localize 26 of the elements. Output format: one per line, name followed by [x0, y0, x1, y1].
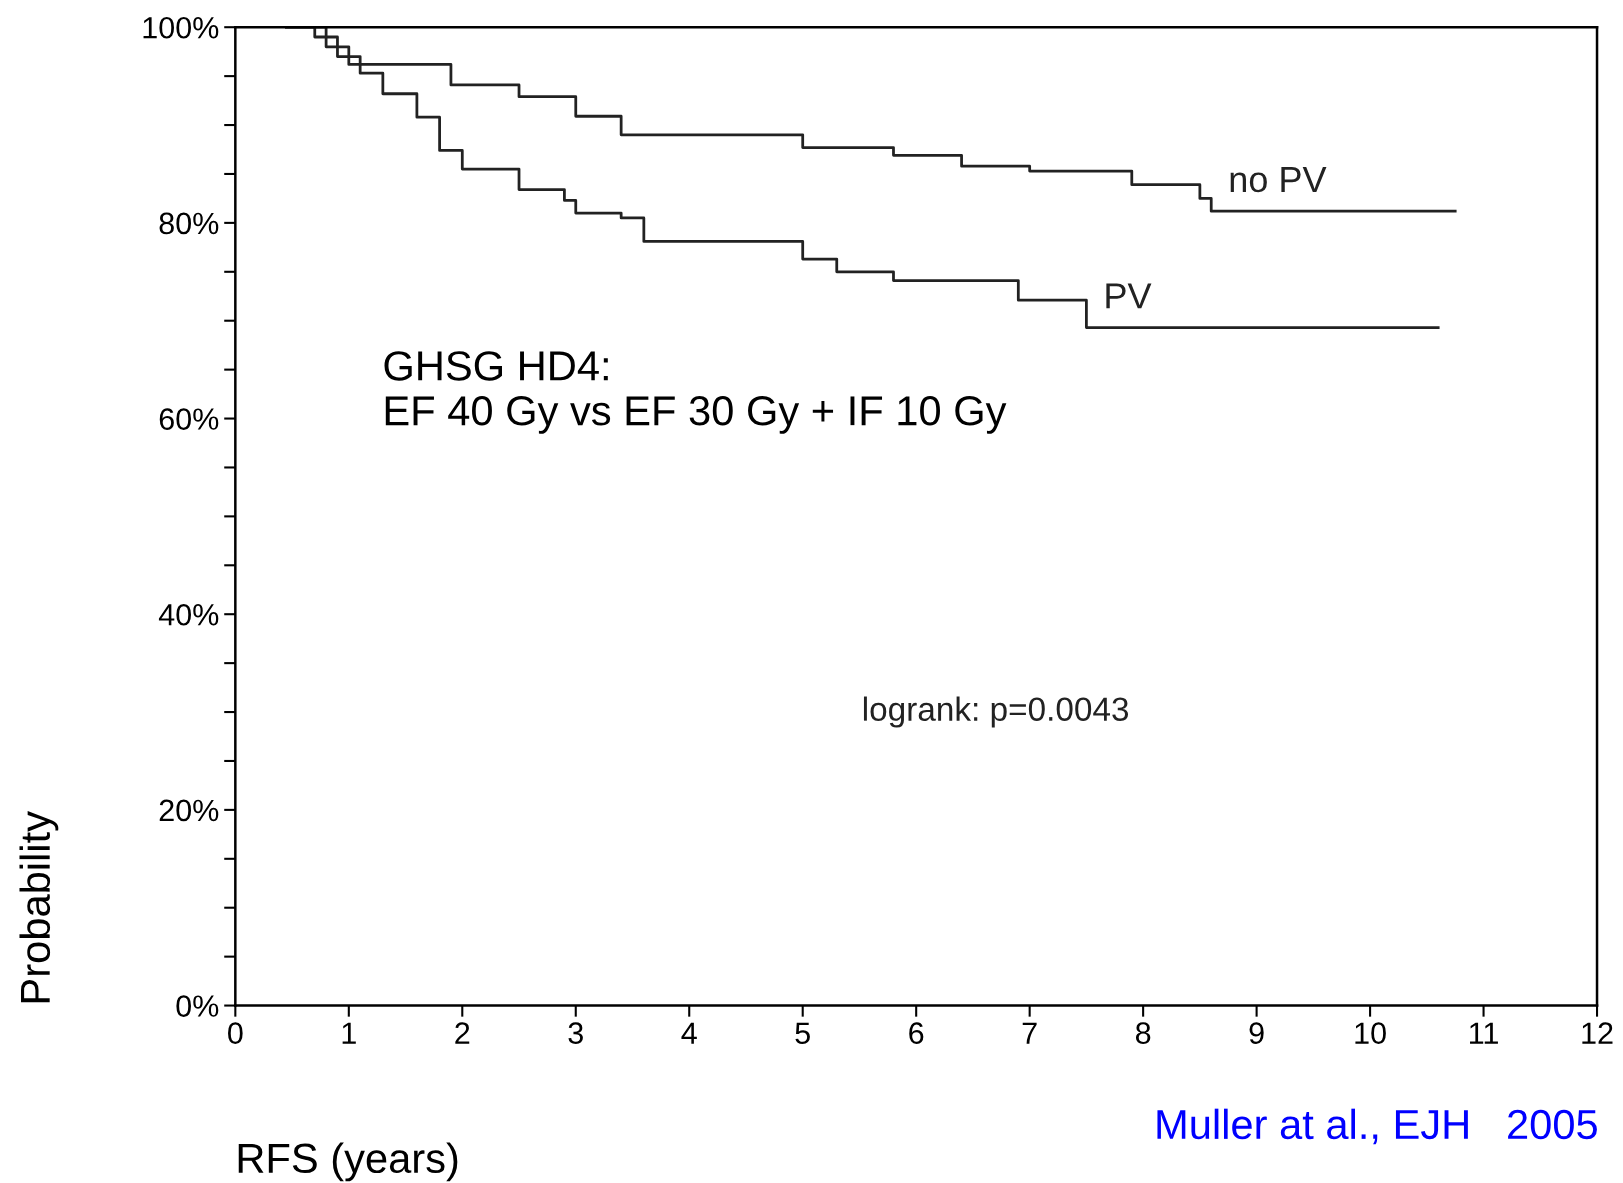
x-tick-label: 2 [455, 1022, 470, 1044]
x-tick-label: 5 [795, 1022, 810, 1044]
text: Muller at al., EJH 2005 [1157, 1108, 1597, 1145]
x-tick-label: 12 [1582, 1022, 1613, 1044]
x-tick-label: 6 [909, 1022, 924, 1044]
y-tick-label: 20% [159, 799, 219, 822]
annotation: GHSG HD4: EF 40 Gy vs EF 30 Gy + IF 10 Gy [384, 351, 1007, 434]
x-axis-title: RFS (years) [238, 1142, 458, 1182]
x-tick-label: 10 [1355, 1022, 1386, 1044]
x-tick-label: 9 [1249, 1022, 1264, 1044]
series-label: PV [1106, 283, 1152, 309]
x-tick-label: 7 [1022, 1022, 1037, 1044]
x-tick-label: 4 [681, 1022, 697, 1044]
x-tick-label: 3 [568, 1022, 583, 1044]
x-tick-label: 11 [1470, 1022, 1498, 1044]
series-label: no PV [1230, 167, 1327, 193]
x-tick-label: 1 [342, 1022, 356, 1044]
x-tick-label: 0 [228, 1022, 243, 1044]
y-tick-label: 0% [176, 995, 219, 1017]
y-tick-label: 100% [143, 16, 219, 39]
y-axis-title: Probability [19, 811, 59, 1003]
y-tick-label: 80% [159, 212, 219, 235]
y-tick-label: 60% [159, 408, 219, 430]
x-tick-label: 8 [1135, 1022, 1151, 1044]
annotation: logrank: p=0.0043 [863, 696, 1129, 728]
y-tick-label: 40% [158, 603, 219, 626]
